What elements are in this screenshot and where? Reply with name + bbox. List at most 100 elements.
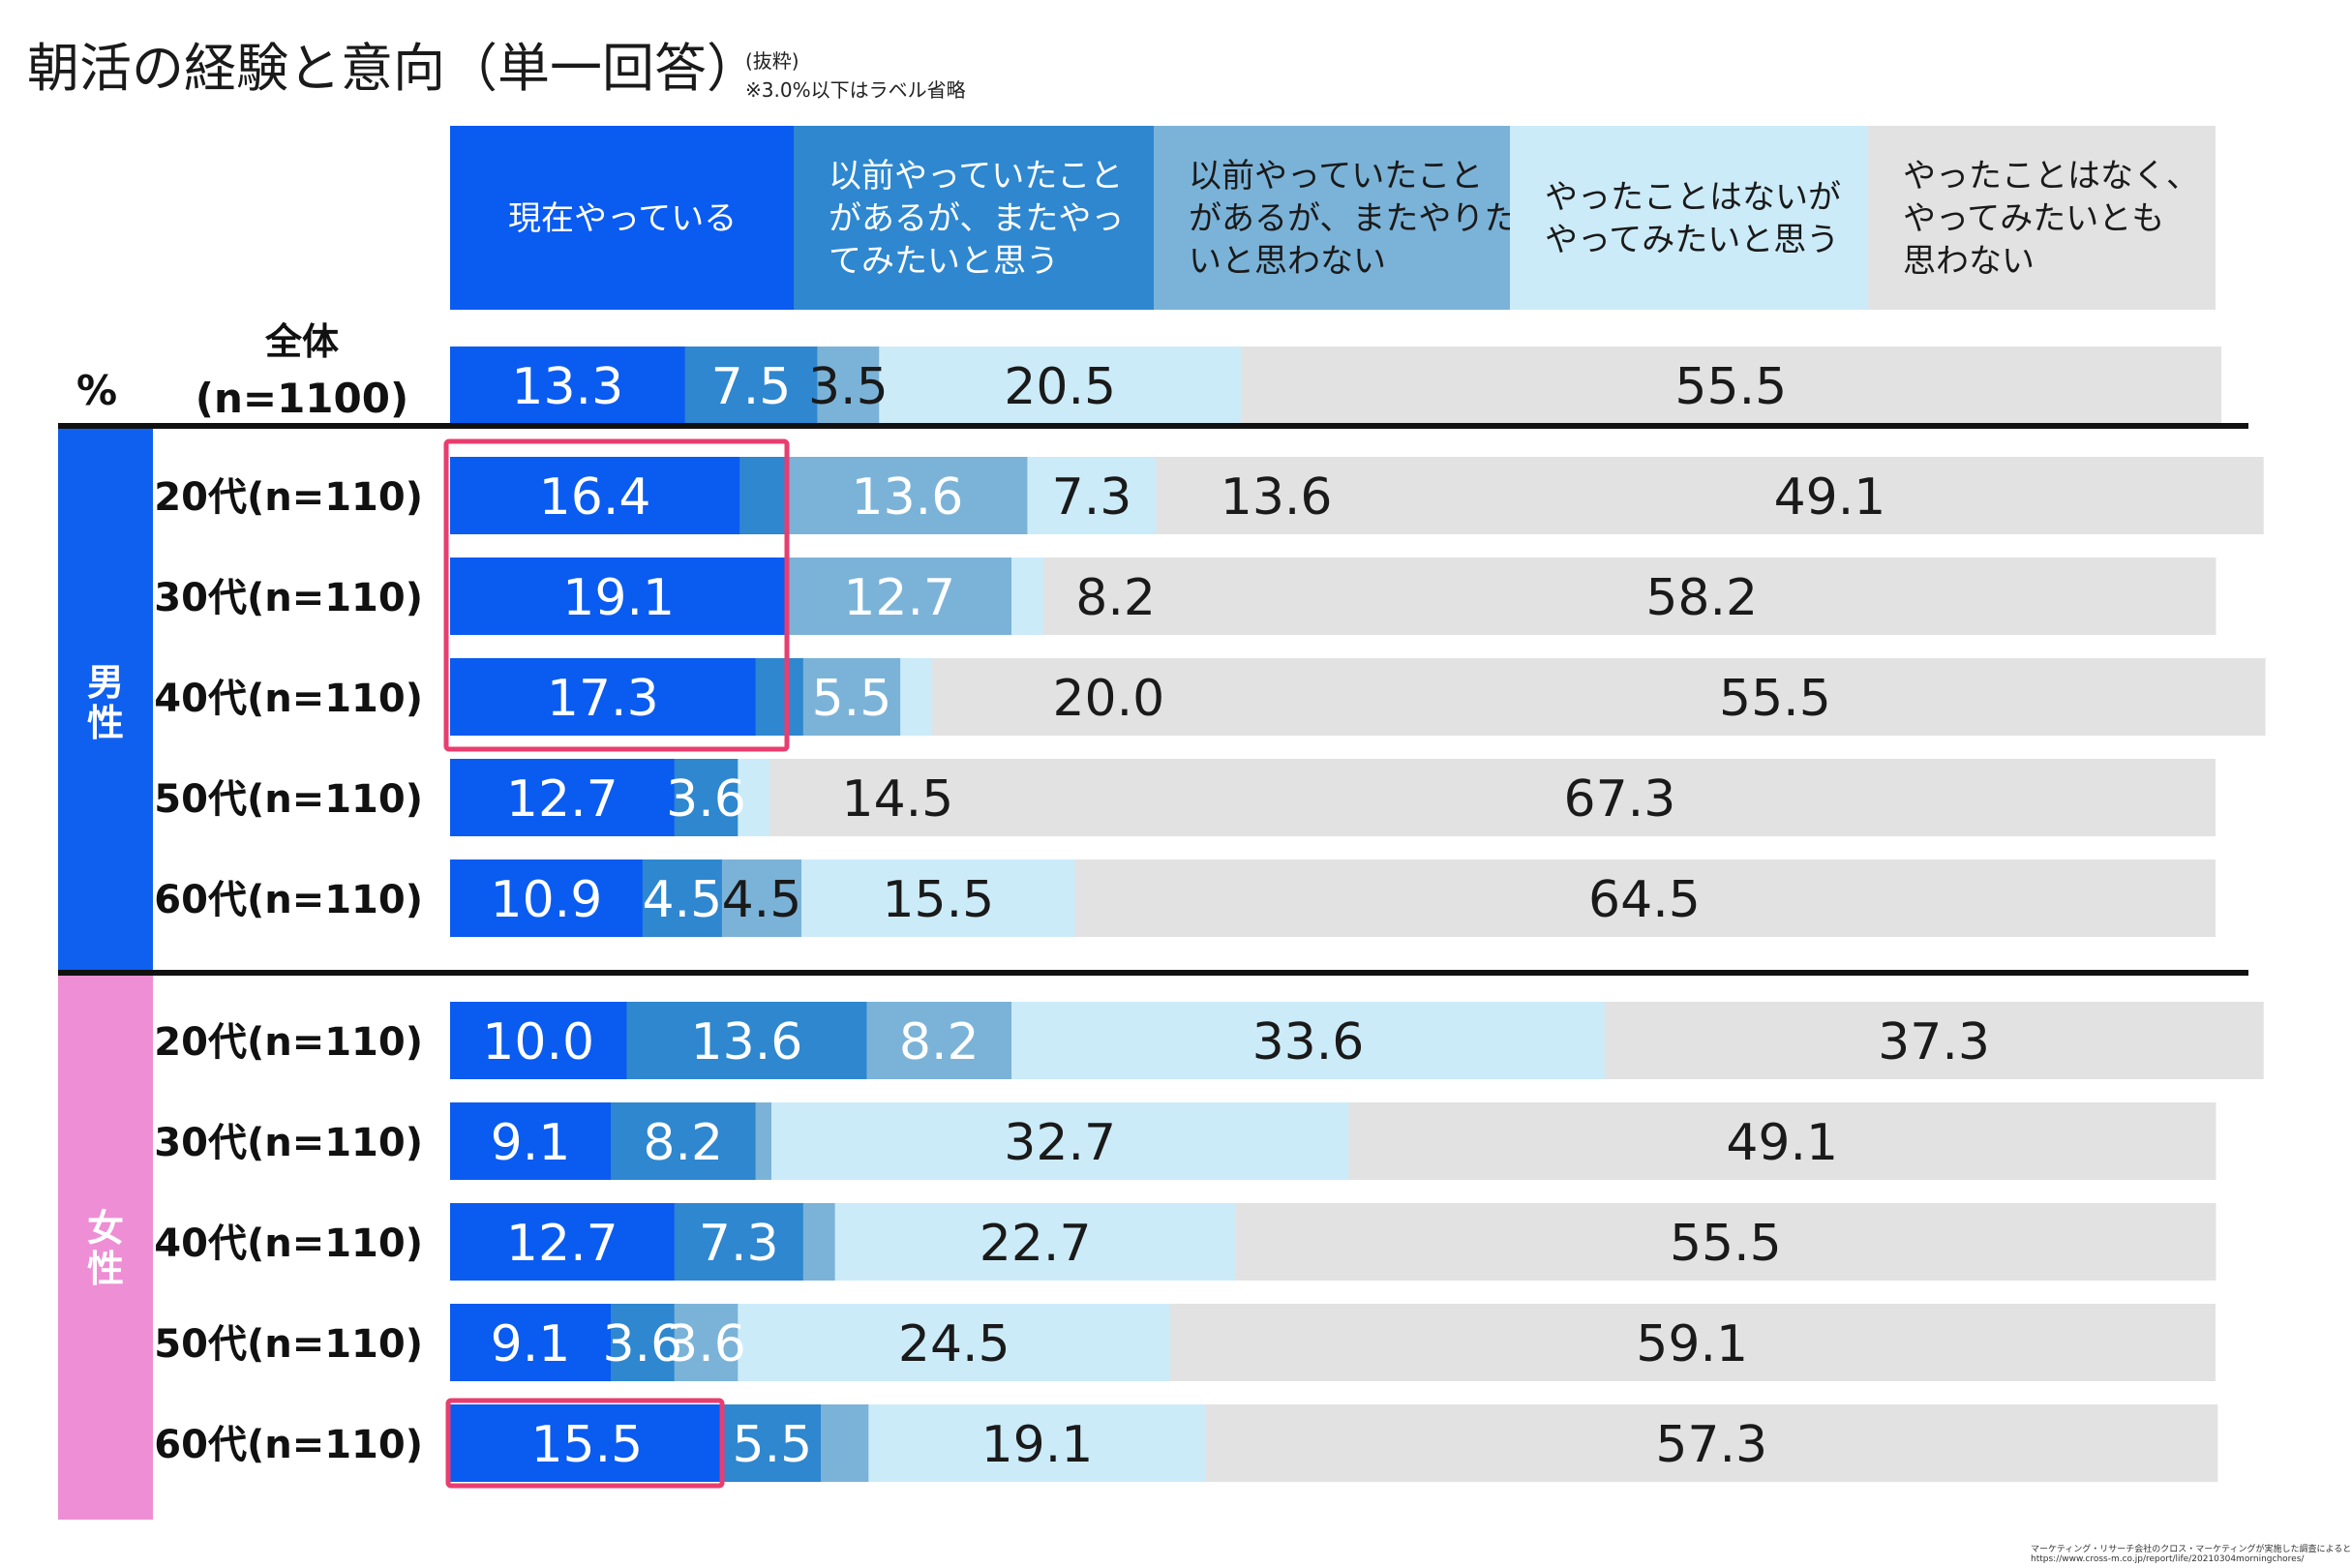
- legend-swatch-2: [794, 126, 1154, 310]
- bar-segment: [739, 457, 788, 534]
- value-label: 67.3: [1564, 770, 1676, 829]
- bar-segment: [868, 1404, 1207, 1482]
- legend-label-4: やったことはないがやってみたいと思う: [1545, 178, 1841, 259]
- bar-segment: [642, 859, 723, 937]
- category-label: 50代(n=110): [154, 1322, 423, 1367]
- value-label: 3.5: [808, 358, 889, 416]
- bar-segment: [1025, 759, 2215, 836]
- value-label: 8.2: [643, 1114, 723, 1172]
- bar-segment: [931, 658, 1286, 736]
- value-label: 49.1: [1774, 468, 1886, 527]
- bar-segment: [802, 1203, 836, 1281]
- bar-segment: [1235, 1203, 2216, 1281]
- bar-segment: [610, 1304, 676, 1381]
- bar-segment: [755, 658, 804, 736]
- bar-segment: [1074, 859, 2215, 937]
- group-label-female: 女: [87, 1207, 124, 1250]
- bar-segment: [1284, 658, 2266, 736]
- bar-segment: [866, 1002, 1012, 1079]
- bar-segment: [821, 1404, 869, 1482]
- value-label: 58.2: [1645, 569, 1758, 627]
- bar-segment: [450, 1203, 676, 1281]
- value-label: 15.5: [882, 871, 994, 929]
- category-label: 30代(n=110): [154, 1121, 423, 1165]
- value-label: 3.6: [666, 770, 746, 829]
- unit-label: %: [76, 367, 117, 414]
- value-label: 19.1: [562, 569, 675, 627]
- bar-segment: [802, 658, 901, 736]
- bar-segment: [450, 759, 676, 836]
- value-label: 4.5: [722, 871, 802, 929]
- legend-label-1: 現在やっている: [508, 199, 737, 238]
- bar-segment: [684, 347, 818, 424]
- value-label: 5.5: [733, 1416, 813, 1474]
- source-note: マーケティング・リサーチ会社のクロス・マーケティングが実施した調査によると… h…: [2031, 1545, 2352, 1564]
- bars: [450, 347, 2266, 1482]
- bar-segment: [1604, 1002, 2264, 1079]
- bar-segment: [738, 759, 770, 836]
- category-labels: 全体 (n=1100) 20代(n=110) 30代(n=110) 40代(n=110)…: [76, 320, 423, 1467]
- value-label: 13.6: [1221, 468, 1333, 527]
- bar-segment: [1042, 558, 1189, 635]
- bar-segment: [450, 1102, 612, 1180]
- category-label: 30代(n=110): [154, 576, 423, 620]
- value-label: 16.4: [539, 468, 651, 527]
- bar-segment: [450, 859, 644, 937]
- value-label: 19.1: [981, 1416, 1094, 1474]
- bar-segment: [450, 1404, 725, 1482]
- value-label: 4.5: [643, 871, 723, 929]
- value-label: 13.3: [511, 358, 623, 416]
- bar-segment: [1205, 1404, 2218, 1482]
- bar-segment: [755, 1102, 772, 1180]
- bar-segment: [1011, 1002, 1606, 1079]
- legend-swatch-3: [1154, 126, 1510, 310]
- value-label: 7.3: [699, 1215, 779, 1273]
- group-band-female: [58, 976, 153, 1520]
- bar-segment: [610, 1102, 757, 1180]
- value-label: 57.3: [1655, 1416, 1767, 1474]
- highlight-box: [445, 1398, 725, 1489]
- bar-segment: [738, 1304, 1171, 1381]
- bar-segment: [1188, 558, 2216, 635]
- value-label: 10.0: [482, 1013, 594, 1071]
- category-label: 60代(n=110): [154, 878, 423, 922]
- bar-segment: [879, 347, 1242, 424]
- value-label: 59.1: [1636, 1315, 1748, 1373]
- bar-segment: [900, 658, 933, 736]
- highlight-box: [443, 438, 790, 752]
- legend-swatch-1: [450, 126, 794, 310]
- bar-segment: [770, 1102, 1349, 1180]
- highlight-boxes: [443, 438, 790, 1489]
- value-label: 13.6: [852, 468, 964, 527]
- value-label: 9.1: [491, 1315, 571, 1373]
- value-label: 15.5: [530, 1416, 643, 1474]
- separator-line: [58, 970, 2248, 976]
- category-label: 40代(n=110): [154, 1221, 423, 1266]
- bar-segment: [787, 558, 1012, 635]
- value-label: 55.5: [1670, 1215, 1782, 1273]
- value-label: 12.7: [843, 569, 955, 627]
- bar-segment: [787, 457, 1028, 534]
- value-label: 17.3: [547, 670, 659, 728]
- value-label: 64.5: [1588, 871, 1701, 929]
- value-label: 37.3: [1878, 1013, 1990, 1071]
- bar-segment: [674, 1203, 804, 1281]
- category-label: 50代(n=110): [154, 777, 423, 822]
- value-label: 33.6: [1252, 1013, 1365, 1071]
- bar-segment: [1170, 1304, 2215, 1381]
- note-excerpt: (抜粋): [745, 49, 799, 73]
- value-label: 55.5: [1719, 670, 1831, 728]
- value-label: 12.7: [506, 770, 618, 829]
- value-label: 55.5: [1674, 358, 1787, 416]
- bar-segment: [834, 1203, 1237, 1281]
- title-notes: (抜粋) ※3.0%以下はラベル省略: [745, 46, 966, 105]
- value-label: 3.6: [602, 1315, 682, 1373]
- category-label: 20代(n=110): [154, 1020, 423, 1065]
- value-label: 7.3: [1052, 468, 1132, 527]
- value-label: 20.0: [1052, 670, 1164, 728]
- bar-segment: [450, 658, 757, 736]
- value-label: 14.5: [841, 770, 953, 829]
- bar-segment: [769, 759, 1027, 836]
- note-label-omission: ※3.0%以下はラベル省略: [745, 78, 966, 102]
